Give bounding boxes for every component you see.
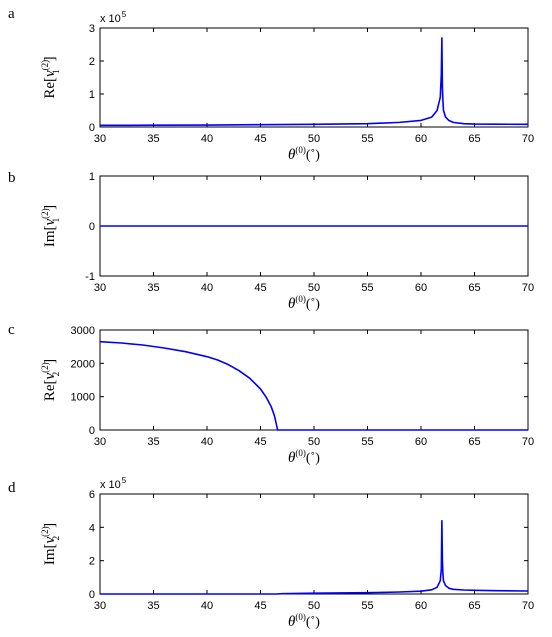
x-tick-label: 55: [361, 600, 373, 612]
x-tick-label: 65: [468, 282, 480, 294]
x-tick-label: 65: [468, 600, 480, 612]
x-tick-label: 30: [94, 133, 106, 145]
x-axis-label: θ(0)(˚): [288, 448, 320, 466]
x-tick-label: 45: [254, 282, 266, 294]
series-line-0: [99, 37, 529, 127]
x-tick-label: 60: [415, 436, 427, 448]
y-multiplier: x 105: [100, 10, 127, 25]
x-tick-label: 70: [522, 600, 534, 612]
y-tick-label: 1000: [71, 392, 95, 404]
x-tick-label: 65: [468, 436, 480, 448]
x-tick-label: 55: [361, 133, 373, 145]
y-axis-label: Im[v(2)1]: [40, 205, 61, 247]
x-tick-label: 65: [468, 133, 480, 145]
y-tick-label: -1: [85, 271, 95, 283]
x-tick-label: 60: [415, 133, 427, 145]
x-tick-label: 60: [415, 282, 427, 294]
x-tick-label: 50: [308, 436, 320, 448]
x-tick-label: 30: [94, 282, 106, 294]
x-axis-label: θ(0)(˚): [288, 145, 320, 163]
x-tick-label: 35: [147, 282, 159, 294]
y-tick-label: 6: [89, 489, 95, 501]
y-tick-label: 1: [89, 89, 95, 101]
axes-box: [99, 27, 529, 128]
x-tick-label: 70: [522, 133, 534, 145]
panel-letter: b: [8, 170, 16, 186]
y-axis-label: Re[v(2)2]: [40, 359, 61, 401]
x-axis-label: θ(0)(˚): [288, 612, 320, 630]
y-tick-label: 2: [89, 556, 95, 568]
x-tick-label: 45: [254, 600, 266, 612]
series-line-0: [100, 519, 529, 595]
x-axis-label: θ(0)(˚): [288, 294, 320, 312]
x-tick-label: 40: [201, 282, 213, 294]
x-tick-label: 60: [415, 600, 427, 612]
x-tick-label: 45: [254, 133, 266, 145]
y-tick-label: 3000: [71, 325, 95, 337]
x-tick-label: 50: [308, 600, 320, 612]
series-line-0: [99, 340, 528, 431]
panel-letter: a: [8, 6, 15, 22]
x-tick-label: 40: [201, 436, 213, 448]
y-tick-label: 0: [89, 425, 95, 437]
y-tick-label: 3: [89, 23, 95, 35]
x-tick-label: 40: [201, 133, 213, 145]
x-tick-label: 35: [147, 600, 159, 612]
y-tick-label: 1: [89, 171, 95, 183]
y-multiplier: x 105: [100, 476, 127, 491]
axes-box: [99, 493, 529, 595]
x-tick-label: 30: [94, 600, 106, 612]
x-tick-label: 50: [308, 282, 320, 294]
y-axis-label: Im[v(2)2]: [40, 523, 61, 565]
x-tick-label: 50: [308, 133, 320, 145]
x-tick-label: 30: [94, 436, 106, 448]
x-tick-label: 40: [201, 600, 213, 612]
y-tick-label: 0: [89, 122, 95, 134]
x-tick-label: 55: [361, 282, 373, 294]
x-tick-label: 70: [522, 282, 534, 294]
x-tick-label: 35: [147, 436, 159, 448]
x-tick-label: 55: [361, 436, 373, 448]
panel-letter: c: [8, 322, 15, 338]
panel-letter: d: [8, 480, 16, 496]
chart-panel-a: a 30 35 40 45 50 55 60 65 70 0 1 2 3 x 105 Re[v(2)1] θ(0…: [8, 6, 534, 163]
axes-box: [99, 329, 529, 431]
y-tick-label: 2: [89, 56, 95, 68]
y-tick-label: 2000: [71, 358, 95, 370]
x-tick-label: 70: [522, 436, 534, 448]
chart-panel-d: d 30 35 40 45 50 55 60 65 70 0 2 4 6 x 105 Im[v(2)2] θ(0…: [8, 476, 534, 630]
x-tick-label: 35: [147, 133, 159, 145]
chart-panel-c: c 30 35 40 45 50 55 60 65 70 0 1000 2000 3000 Re[v(2)2…: [8, 322, 534, 466]
y-tick-label: 4: [89, 522, 95, 534]
y-tick-label: 0: [89, 589, 95, 601]
y-axis-label: Re[v(2)1]: [40, 56, 61, 98]
chart-panel-b: b 30 35 40 45 50 55 60 65 70 -1 0 1 Im[v(2)1] θ(0)(˚): [8, 170, 534, 312]
x-tick-label: 45: [254, 436, 266, 448]
y-tick-label: 0: [89, 221, 95, 233]
